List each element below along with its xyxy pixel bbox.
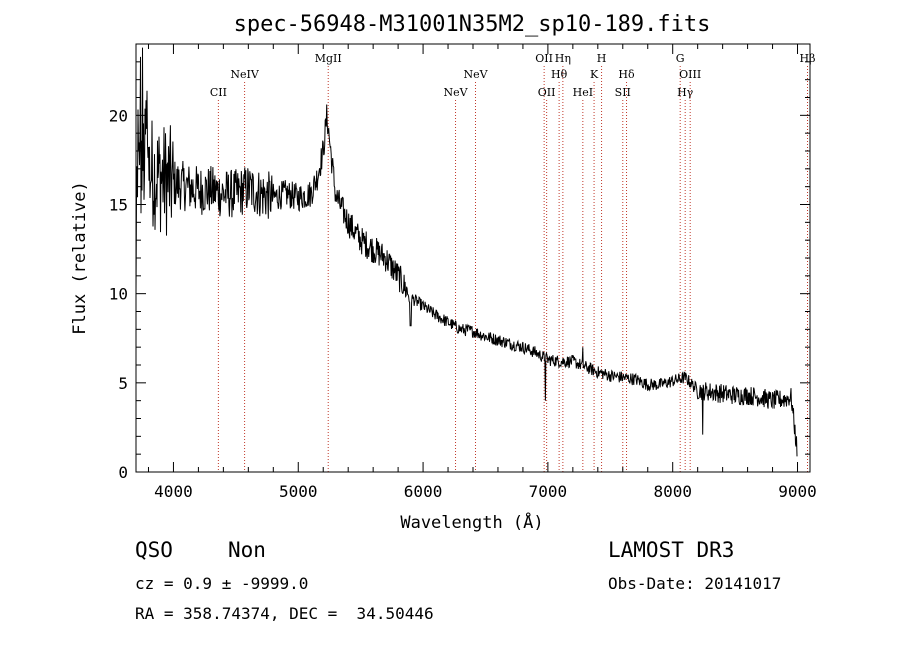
- line-label: Hγ: [677, 86, 694, 99]
- y-tick-label: 0: [118, 463, 128, 482]
- x-tick-label: 8000: [653, 482, 692, 501]
- axis-ticks: 4000 5000 6000 7000 8000 9000 0 5 10 15 20: [109, 43, 817, 501]
- line-label: CII: [210, 86, 227, 99]
- redshift-line: cz = 0.9 ± -9999.0: [135, 574, 309, 593]
- plot-frame: [135, 43, 811, 473]
- line-label: MgII: [315, 52, 342, 65]
- line-label: Hδ: [618, 68, 635, 81]
- line-label: Hη: [555, 52, 571, 65]
- x-tick-label: 5000: [279, 482, 318, 501]
- x-axis-label: Wavelength (Å): [400, 511, 543, 533]
- object-class: QSO: [135, 538, 173, 562]
- line-label: HeI: [573, 86, 593, 99]
- chart-title: spec-56948-M31001N35M2_sp10-189.fits: [234, 12, 711, 37]
- x-tick-label: 4000: [154, 482, 193, 501]
- object-subclass: Non: [228, 538, 266, 562]
- spectrum-chart: spec-56948-M31001N35M2_sp10-189.fits CII…: [70, 12, 817, 533]
- line-label: Hβ: [800, 52, 816, 65]
- observation-date: Obs-Date: 20141017: [608, 574, 782, 593]
- line-label: NeV: [443, 86, 468, 99]
- line-label: Hθ: [551, 68, 568, 81]
- line-label: NeV: [463, 68, 488, 81]
- line-label: NeIV: [230, 68, 259, 81]
- line-label: K: [590, 68, 599, 81]
- survey-name: LAMOST DR3: [608, 538, 735, 562]
- coordinates: RA = 358.74374, DEC = 34.50446: [135, 604, 434, 623]
- y-tick-label: 15: [109, 196, 128, 215]
- y-tick-label: 20: [109, 106, 128, 125]
- spectrum-line: [135, 47, 798, 457]
- emission-lines: CIINeIVMgIINeVNeVOIIOIIHηHθHeIKHHδSIIGHγ…: [210, 52, 816, 472]
- x-tick-label: 7000: [529, 482, 568, 501]
- line-label: OIII: [679, 68, 701, 81]
- line-label: G: [676, 52, 685, 65]
- x-tick-label: 6000: [404, 482, 443, 501]
- line-label: OII: [535, 52, 553, 65]
- line-label: H: [597, 52, 607, 65]
- line-label: SII: [615, 86, 631, 99]
- y-tick-label: 5: [118, 374, 128, 393]
- y-tick-label: 10: [109, 285, 128, 304]
- line-label: OII: [538, 86, 556, 99]
- x-tick-label: 9000: [778, 482, 817, 501]
- y-axis-label: Flux (relative): [70, 181, 90, 335]
